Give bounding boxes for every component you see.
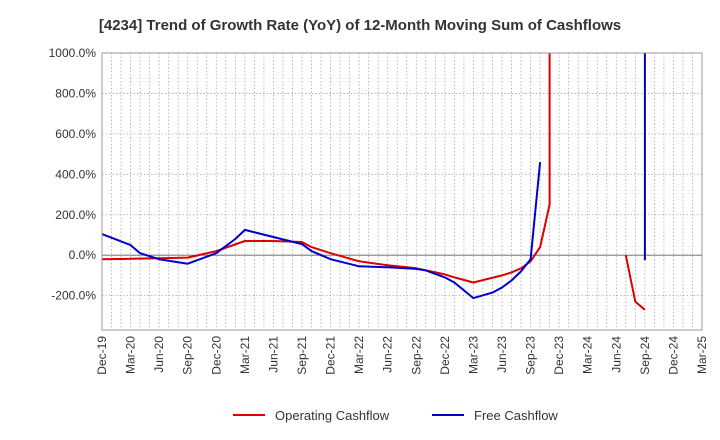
- x-tick-label: Jun-23: [495, 336, 509, 373]
- x-tick-label: Sep-22: [409, 336, 423, 375]
- x-axis-ticks: Dec-19 Mar-20 Jun-20 Sep-20 Dec-20 Mar-21 Jun-…: [95, 336, 709, 375]
- series-layer: [102, 53, 646, 311]
- x-tick-label: Jun-22: [381, 336, 395, 373]
- x-tick-label: Mar-22: [352, 336, 366, 374]
- x-tick-label: Dec-22: [438, 336, 452, 375]
- y-tick-label: 0.0%: [69, 248, 97, 262]
- x-tick-label: Dec-20: [209, 336, 223, 375]
- x-tick-label: Mar-21: [238, 336, 252, 374]
- y-tick-label: -200.0%: [51, 289, 96, 303]
- x-tick-label: Jun-24: [609, 336, 623, 373]
- legend: Operating Cashflow Free Cashflow: [233, 408, 558, 423]
- plot-frame: [101, 52, 703, 331]
- x-tick-label: Dec-23: [552, 336, 566, 375]
- y-axis-ticks: 1000.0% 800.0% 600.0% 400.0% 200.0% 0.0% -200.…: [49, 46, 97, 303]
- chart-title: [4234] Trend of Growth Rate (YoY) of 12-…: [99, 17, 621, 34]
- x-tick-label: Sep-23: [524, 336, 538, 375]
- y-tick-label: 600.0%: [55, 127, 96, 141]
- x-tick-label: Sep-21: [295, 336, 309, 375]
- x-tick-label: Dec-21: [324, 336, 338, 375]
- x-tick-label: Sep-20: [181, 336, 195, 375]
- series-line-operating-cashflow: [102, 53, 646, 311]
- legend-label: Free Cashflow: [474, 408, 558, 423]
- x-tick-label: Jun-20: [152, 336, 166, 373]
- x-tick-label: Dec-19: [95, 336, 109, 375]
- x-tick-label: Mar-24: [581, 336, 595, 374]
- x-tick-label: Mar-20: [124, 336, 138, 374]
- x-tick-label: Dec-24: [666, 336, 680, 375]
- y-tick-label: 200.0%: [55, 208, 96, 222]
- x-tick-label: Mar-23: [466, 336, 480, 374]
- x-tick-label: Sep-24: [638, 336, 652, 375]
- series-line-free-cashflow: [102, 53, 646, 300]
- x-tick-label: Jun-21: [266, 336, 280, 373]
- legend-label: Operating Cashflow: [275, 408, 390, 423]
- x-tick-label: Mar-25: [695, 336, 709, 374]
- y-tick-label: 400.0%: [55, 167, 96, 181]
- grid: [101, 52, 703, 330]
- y-tick-label: 800.0%: [55, 86, 96, 100]
- y-tick-label: 1000.0%: [49, 46, 97, 60]
